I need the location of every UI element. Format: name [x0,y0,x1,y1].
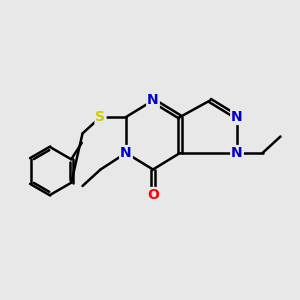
Text: N: N [147,94,159,107]
Text: O: O [147,188,159,202]
Text: N: N [120,146,132,160]
Text: N: N [231,110,243,124]
Text: N: N [231,146,243,160]
Text: S: S [95,110,106,124]
